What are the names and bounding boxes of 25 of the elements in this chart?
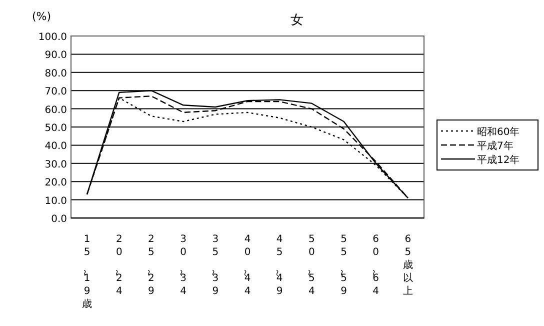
x-tick-label: 15～19歳 xyxy=(79,234,92,310)
x-tick-label: 45～49 xyxy=(272,234,283,297)
y-tick-label: 0.0 xyxy=(51,214,67,225)
x-tick-label: 35～39 xyxy=(207,234,219,297)
x-tick-label: 30～34 xyxy=(175,234,187,297)
legend-label: 平成7年 xyxy=(477,140,514,152)
y-tick-label: 70.0 xyxy=(44,86,67,98)
legend-label: 昭和60年 xyxy=(477,126,520,138)
x-tick-label: 65歳以上 xyxy=(402,234,413,297)
y-tick-label: 20.0 xyxy=(44,178,67,189)
y-tick-label: 50.0 xyxy=(44,123,67,134)
x-tick-label: 20～24 xyxy=(111,234,122,297)
y-tick-label: 80.0 xyxy=(44,68,67,80)
y-tick-label: 30.0 xyxy=(44,159,67,170)
y-tick-label: 90.0 xyxy=(44,50,67,62)
y-tick-label: 40.0 xyxy=(44,141,67,152)
y-tick-label: 100.0 xyxy=(38,32,67,43)
y-tick-label: 10.0 xyxy=(44,196,67,207)
chart-title: 女 xyxy=(290,13,304,28)
x-tick-label: 40～44 xyxy=(240,234,251,297)
x-tick-label: 50～54 xyxy=(304,234,315,297)
legend-label: 平成12年 xyxy=(477,154,520,166)
x-tick-label: 25～29 xyxy=(143,234,154,297)
y-tick-label: 60.0 xyxy=(44,104,67,116)
y-axis-title: (%) xyxy=(32,10,52,23)
